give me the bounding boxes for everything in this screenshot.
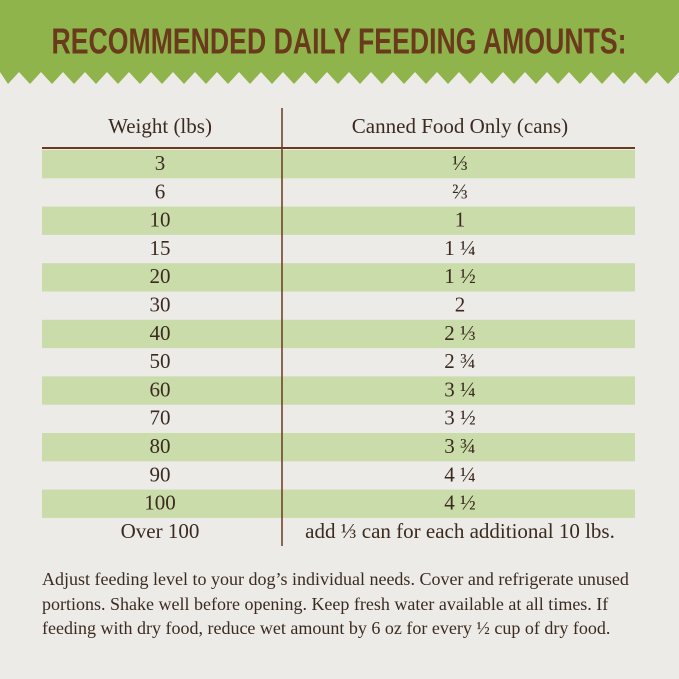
cell: 1 ½ bbox=[444, 264, 476, 288]
cell: 30 bbox=[150, 292, 171, 316]
cell: 70 bbox=[150, 406, 171, 430]
cell: 90 bbox=[150, 462, 171, 486]
table: Weight (lbs) Canned Food Only (cans) 3 ⅓ 6 ⅔ 1… bbox=[42, 108, 635, 546]
cell: 4 ¼ bbox=[444, 462, 476, 486]
banner bbox=[0, 0, 679, 84]
cell: add ⅓ can for each additional 10 lbs. bbox=[305, 519, 615, 543]
cell: 15 bbox=[150, 236, 171, 260]
cell: Over 100 bbox=[121, 519, 200, 543]
cell: 3 bbox=[155, 151, 166, 175]
cell: 4 ½ bbox=[444, 491, 476, 515]
cell: 2 bbox=[455, 292, 466, 316]
row-stripe bbox=[42, 489, 635, 518]
cell: 2 ⅓ bbox=[444, 321, 476, 345]
cell: 2 ¾ bbox=[444, 349, 476, 373]
footnote: Adjust feeding level to your dog’s indiv… bbox=[42, 569, 629, 638]
title: RECOMMENDED DAILY FEEDING AMOUNTS: bbox=[52, 21, 627, 62]
row-stripe bbox=[42, 376, 635, 405]
cell: 10 bbox=[150, 208, 171, 232]
cell: ⅓ bbox=[452, 151, 468, 175]
row-stripe bbox=[42, 433, 635, 462]
cell: 3 ½ bbox=[444, 406, 476, 430]
cell: 40 bbox=[150, 321, 171, 345]
column-header: Weight (lbs) bbox=[108, 114, 212, 138]
row-stripe bbox=[42, 319, 635, 349]
column-header: Canned Food Only (cans) bbox=[352, 114, 568, 138]
cell: 80 bbox=[150, 434, 171, 458]
row-stripe bbox=[42, 263, 635, 292]
cell: 3 ¾ bbox=[444, 434, 476, 458]
row-stripe bbox=[42, 150, 635, 179]
cell: 20 bbox=[150, 264, 171, 288]
cell: 50 bbox=[150, 349, 171, 373]
cell: 3 ¼ bbox=[444, 377, 476, 401]
cell: 1 ¼ bbox=[444, 236, 476, 260]
row-stripe bbox=[42, 206, 635, 235]
cell: ⅔ bbox=[452, 179, 468, 203]
cell: 1 bbox=[455, 208, 466, 232]
cell: 60 bbox=[150, 377, 171, 401]
cell: 6 bbox=[155, 179, 166, 203]
cell: 100 bbox=[144, 491, 176, 515]
